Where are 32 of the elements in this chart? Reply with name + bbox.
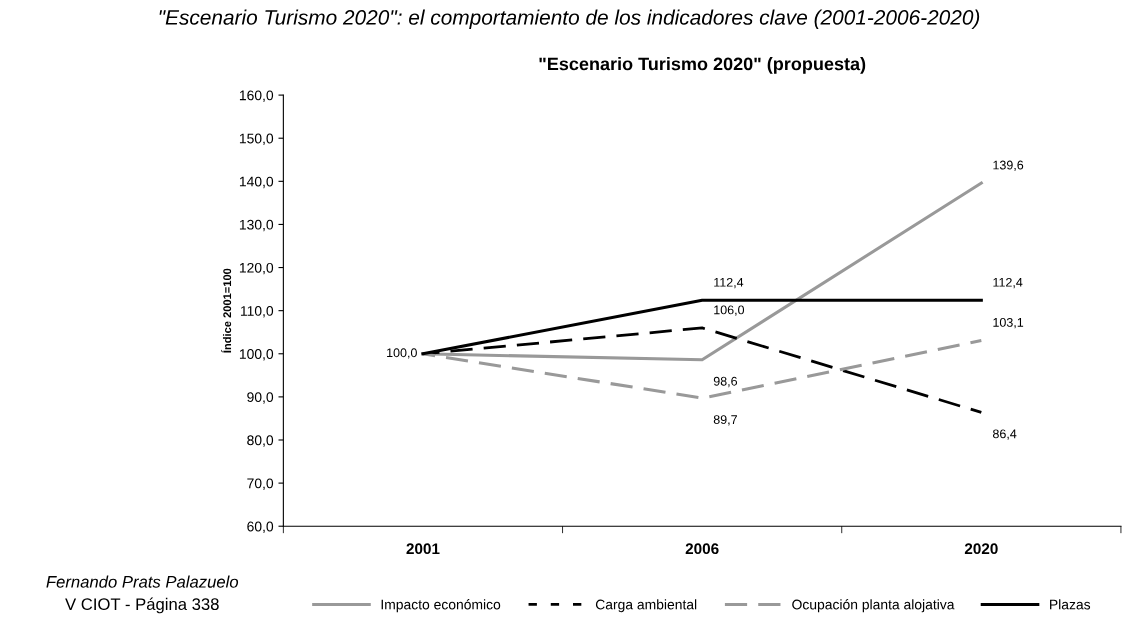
y-tick-label: 110,0 (240, 305, 274, 318)
y-tick-label: 160,0 (239, 90, 274, 102)
legend-label: Ocupación planta alojativa (792, 599, 955, 613)
data-label: 86,4 (992, 429, 1017, 440)
x-tick-label: 2020 (964, 543, 998, 555)
data-label: 100,0 (387, 348, 417, 359)
data-label: 139,6 (993, 160, 1024, 171)
data-label: 98,6 (713, 376, 738, 388)
y-tick-label: 90,0 (247, 392, 274, 404)
y-tick-label: 130,0 (239, 219, 274, 232)
legend-label: Carga ambiental (595, 599, 697, 613)
x-tick-label: 2006 (685, 543, 719, 555)
data-label: 106,0 (714, 305, 745, 316)
text: Fernando Prats Palazuelo (46, 575, 239, 588)
y-tick-label: 70,0 (247, 478, 274, 490)
legend-label: Impacto económico (381, 599, 501, 613)
y-tick-label: 80,0 (247, 435, 274, 447)
y-tick-label: 120,0 (239, 262, 274, 275)
chart-title: "Escenario Turismo 2020" (propuesta) (539, 57, 866, 74)
data-label: 89,7 (713, 415, 737, 426)
text: "Escenario Turismo 2020": el comportamiento de los indicadores clave (2001-2006-2020) (159, 9, 980, 29)
y-tick-label: 60,0 (247, 521, 274, 534)
y-tick-label: 100,0 (239, 349, 274, 361)
legend-label: Plazas (1050, 599, 1091, 610)
y-tick-label: 140,0 (239, 176, 274, 189)
y-axis-title: Índice 2001=100 (221, 268, 232, 353)
y-tick-label: 150,0 (239, 133, 274, 146)
text: V CIOT - Página 338 (65, 597, 219, 614)
data-label: 103,1 (993, 317, 1024, 329)
data-label: 112,4 (714, 277, 744, 289)
data-label: 112,4 (993, 277, 1023, 289)
x-tick-label: 2001 (406, 543, 440, 555)
